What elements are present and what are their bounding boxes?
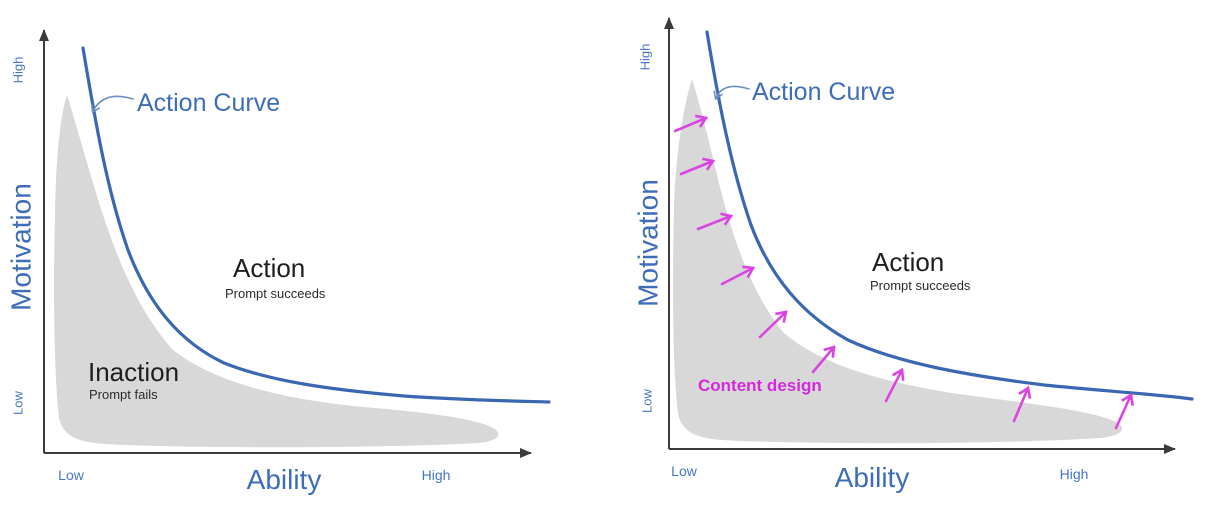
right-chart: High Motivation Low Low Ability High Act… [632, 17, 1194, 493]
content-design-arrow [673, 118, 706, 133]
y-axis-high-label: High [637, 44, 652, 71]
content-design-arrows [673, 118, 1131, 430]
content-design-arrow [720, 268, 753, 286]
content-design-arrow [884, 370, 902, 403]
content-design-arrow [811, 347, 834, 374]
content-design-arrow [1114, 395, 1131, 430]
y-axis-title: Motivation [5, 183, 36, 311]
action-curve-pointer-arrow [713, 85, 750, 101]
left-chart: High Motivation Low Low Ability High Act… [5, 29, 551, 495]
inaction-zone-label: Inaction [88, 357, 179, 387]
content-design-label: Content design [698, 376, 822, 395]
inaction-region [673, 79, 1123, 444]
y-axis-title: Motivation [632, 179, 663, 307]
action-zone-label: Action [233, 253, 305, 283]
action-curve-label: Action Curve [137, 89, 280, 117]
action-zone-sublabel: Prompt succeeds [870, 278, 971, 293]
content-design-arrow [1012, 388, 1028, 423]
action-zone-label: Action [872, 247, 944, 277]
y-axis-high-label: High [10, 57, 25, 84]
y-axis-low-label: Low [639, 388, 654, 412]
x-axis-high-label: High [1060, 466, 1089, 482]
action-zone-sublabel: Prompt succeeds [225, 286, 326, 301]
content-design-arrow [696, 216, 731, 231]
x-axis-low-label: Low [58, 467, 85, 483]
x-axis-title: Ability [247, 464, 322, 495]
action-curve-label: Action Curve [752, 78, 895, 106]
y-axis-low-label: Low [10, 390, 25, 414]
content-design-arrow [679, 161, 713, 176]
content-design-arrow [758, 312, 786, 339]
action-curve [81, 46, 551, 404]
inaction-region [54, 95, 499, 448]
x-axis-low-label: Low [671, 463, 698, 479]
x-axis-high-label: High [422, 467, 451, 483]
x-axis-title: Ability [835, 462, 910, 493]
inaction-zone-sublabel: Prompt fails [89, 387, 158, 402]
action-curve-pointer-arrow [91, 95, 134, 114]
action-curve [705, 30, 1194, 401]
